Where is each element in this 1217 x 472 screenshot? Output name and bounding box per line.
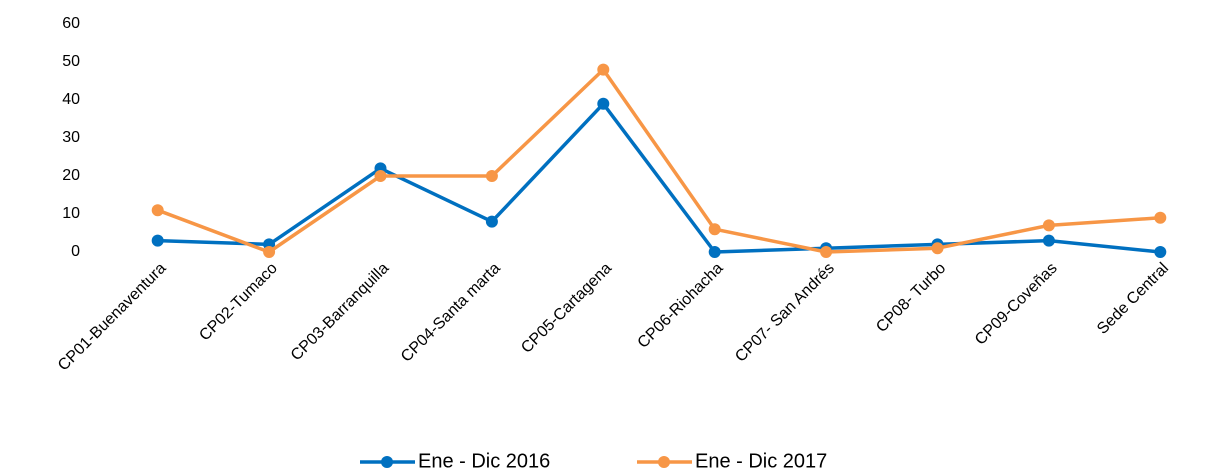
legend-marker: [381, 456, 393, 468]
point: [931, 242, 944, 255]
legend-marker: [658, 456, 670, 468]
legend-label: Ene - Dic 2016: [418, 450, 550, 472]
x-tick-label: CP06-Riohacha: [635, 260, 727, 352]
x-tick-label: Sede Central: [1094, 260, 1172, 338]
x-tick-label: CP09-Coveñas: [972, 260, 1061, 349]
y-tick-label: 20: [62, 167, 80, 184]
point: [151, 204, 164, 217]
point: [708, 223, 721, 236]
y-tick-label: 40: [62, 91, 80, 108]
y-tick-label: 50: [62, 53, 80, 70]
point: [1042, 219, 1055, 232]
x-tick-label: CP04-Santa marta: [398, 260, 504, 366]
y-tick-label: 0: [71, 243, 80, 260]
series-line: [157, 102, 1161, 254]
x-tick-label: CP07- San Andrés: [732, 260, 838, 366]
x-tick-label: CP05-Cartagena: [518, 260, 615, 357]
point: [485, 215, 498, 228]
x-tick-label: CP01-Buenaventura: [55, 260, 170, 375]
x-tick-label: CP08- Turbo: [873, 260, 949, 336]
point: [1154, 211, 1167, 224]
point: [1042, 234, 1055, 247]
y-tick-label: 30: [62, 129, 80, 146]
point: [708, 246, 721, 258]
point: [597, 97, 610, 110]
point: [820, 246, 833, 258]
point: [374, 170, 387, 182]
point: [263, 246, 276, 258]
legend-label: Ene - Dic 2017: [695, 450, 827, 472]
point: [485, 170, 498, 182]
point: [151, 234, 164, 247]
point: [1154, 246, 1167, 258]
x-tick-label: CP03-Barranquilla: [288, 260, 393, 365]
series-line: [157, 67, 1161, 254]
point: [597, 63, 610, 76]
y-tick-label: 60: [62, 15, 80, 32]
y-tick-label: 10: [62, 205, 80, 222]
x-tick-label: CP02-Tumaco: [196, 260, 281, 345]
